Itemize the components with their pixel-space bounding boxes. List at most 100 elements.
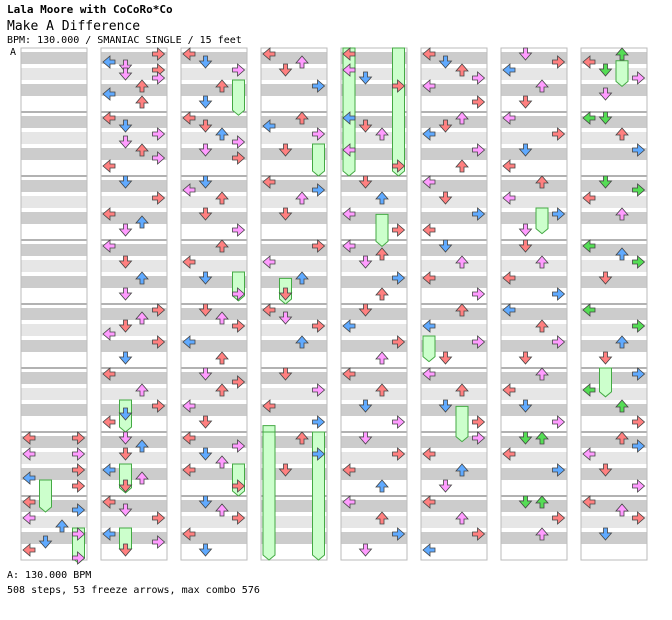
right-arrow bbox=[552, 415, 566, 429]
up-arrow bbox=[215, 311, 229, 325]
measure-stripe bbox=[101, 532, 167, 544]
measure-stripe bbox=[181, 116, 247, 128]
measure-stripe bbox=[101, 180, 167, 192]
measure-stripe bbox=[261, 516, 327, 528]
measure-stripe bbox=[21, 324, 87, 336]
left-arrow bbox=[422, 447, 436, 461]
left-arrow bbox=[422, 127, 436, 141]
right-arrow bbox=[72, 527, 86, 541]
song-title: Make A Difference bbox=[7, 19, 141, 34]
measure-stripe bbox=[581, 308, 647, 320]
right-arrow bbox=[632, 71, 646, 85]
left-arrow bbox=[342, 143, 356, 157]
right-arrow bbox=[392, 447, 406, 461]
measure-stripe bbox=[181, 516, 247, 528]
down-arrow bbox=[118, 67, 133, 81]
left-arrow bbox=[262, 399, 276, 413]
freeze-arrow bbox=[392, 47, 405, 177]
up-arrow bbox=[135, 143, 149, 157]
measure-stripe bbox=[581, 212, 647, 224]
right-arrow bbox=[312, 127, 326, 141]
measure-stripe bbox=[421, 452, 487, 464]
measure-stripe bbox=[261, 212, 327, 224]
measure-stripe bbox=[181, 260, 247, 272]
right-arrow bbox=[152, 191, 166, 205]
measure-stripe bbox=[501, 180, 567, 192]
measure-stripe bbox=[261, 84, 327, 96]
measure-stripe bbox=[21, 372, 87, 384]
right-arrow bbox=[152, 127, 166, 141]
measure-stripe bbox=[21, 148, 87, 160]
measure-stripe bbox=[341, 500, 407, 512]
up-arrow bbox=[455, 159, 469, 173]
measure-stripe bbox=[501, 516, 567, 528]
down-arrow bbox=[278, 463, 293, 477]
up-arrow bbox=[535, 175, 549, 189]
left-arrow bbox=[422, 543, 436, 557]
left-arrow bbox=[262, 119, 276, 133]
down-arrow bbox=[438, 191, 453, 205]
measure-stripe bbox=[101, 340, 167, 352]
measure-stripe bbox=[261, 68, 327, 80]
measure-stripe bbox=[261, 436, 327, 448]
down-arrow bbox=[518, 239, 533, 253]
song-artist: Lala Moore with CoCoRo*Co bbox=[7, 3, 173, 16]
right-arrow bbox=[152, 47, 166, 61]
down-arrow bbox=[278, 287, 293, 301]
freeze-arrow bbox=[232, 79, 245, 116]
measure-stripe bbox=[581, 276, 647, 288]
measure-stripe bbox=[101, 84, 167, 96]
left-arrow bbox=[342, 63, 356, 77]
down-arrow bbox=[38, 535, 53, 549]
measure-stripe bbox=[261, 260, 327, 272]
down-arrow bbox=[598, 87, 613, 101]
right-arrow bbox=[232, 223, 246, 237]
measure-stripe bbox=[581, 452, 647, 464]
measure-stripe bbox=[421, 68, 487, 80]
measure-stripe bbox=[421, 532, 487, 544]
right-arrow bbox=[72, 463, 86, 477]
measure-stripe bbox=[341, 148, 407, 160]
left-arrow bbox=[582, 55, 596, 69]
measure-stripe bbox=[581, 68, 647, 80]
down-arrow bbox=[278, 311, 293, 325]
down-arrow bbox=[518, 95, 533, 109]
freeze-arrow bbox=[615, 60, 629, 88]
right-arrow bbox=[72, 479, 86, 493]
measure-stripe bbox=[421, 340, 487, 352]
up-arrow bbox=[375, 287, 389, 301]
measure-stripe bbox=[181, 84, 247, 96]
up-arrow bbox=[615, 335, 629, 349]
bpm-section-marker: A bbox=[10, 47, 17, 58]
chart-stats: 508 steps, 53 freeze arrows, max combo 5… bbox=[7, 585, 260, 596]
up-arrow bbox=[455, 383, 469, 397]
measure-stripe bbox=[261, 532, 327, 544]
measure-stripe bbox=[581, 148, 647, 160]
left-arrow bbox=[262, 175, 276, 189]
measure-stripe bbox=[21, 260, 87, 272]
measure-stripe bbox=[21, 84, 87, 96]
up-arrow bbox=[615, 399, 629, 413]
freeze-arrow bbox=[375, 213, 389, 248]
down-arrow bbox=[198, 303, 213, 317]
measure-stripe bbox=[181, 468, 247, 480]
down-arrow bbox=[518, 143, 533, 157]
measure-stripe bbox=[421, 132, 487, 144]
measure-stripe bbox=[101, 404, 167, 416]
measure-stripe bbox=[501, 260, 567, 272]
measure-stripe bbox=[101, 452, 167, 464]
left-arrow bbox=[582, 191, 596, 205]
measure-stripe bbox=[421, 404, 487, 416]
measure-stripe bbox=[341, 324, 407, 336]
measure-stripe bbox=[501, 452, 567, 464]
down-arrow bbox=[198, 367, 213, 381]
measure-stripe bbox=[581, 260, 647, 272]
left-arrow bbox=[102, 55, 116, 69]
measure-stripe bbox=[21, 404, 87, 416]
measure-stripe bbox=[341, 244, 407, 256]
down-arrow bbox=[518, 47, 533, 61]
left-arrow bbox=[22, 471, 36, 485]
measure-stripe bbox=[181, 180, 247, 192]
measure-stripe bbox=[181, 436, 247, 448]
measure-stripe bbox=[21, 516, 87, 528]
